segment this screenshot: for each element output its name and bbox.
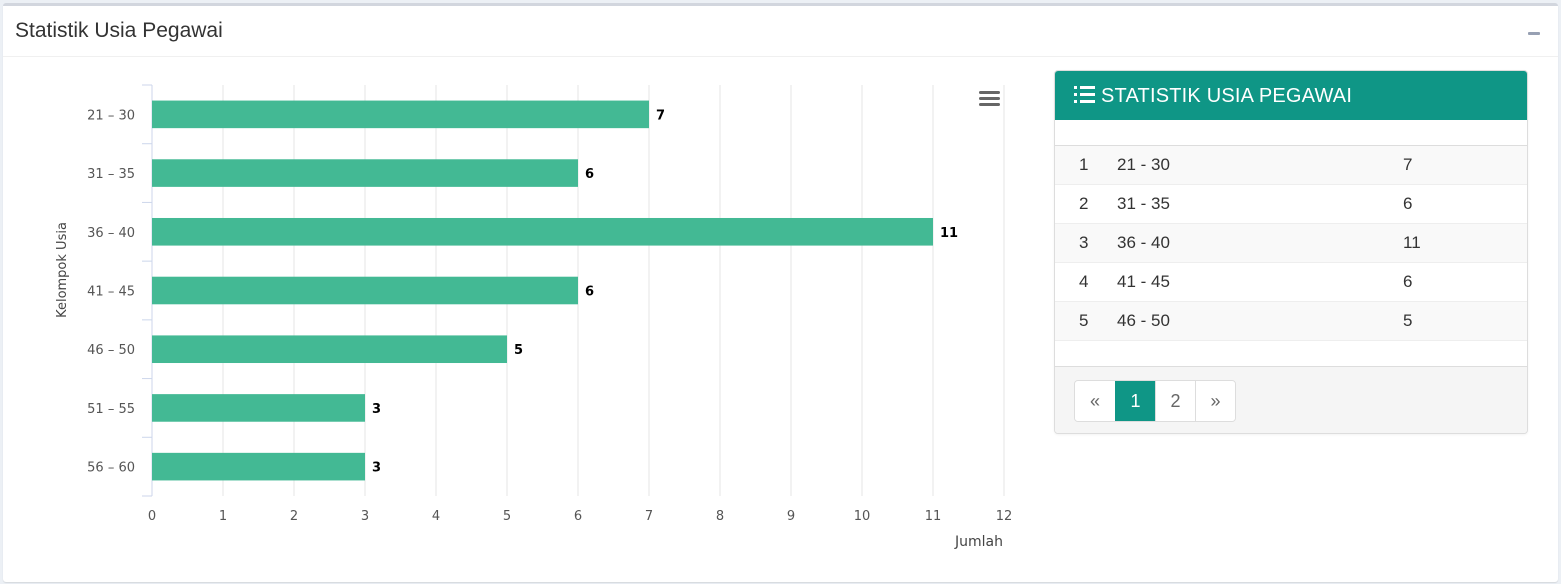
box-title: Statistik Usia Pegawai [15, 19, 223, 42]
y-tick-label: 41 – 45 [87, 285, 135, 300]
stat-panel: STATISTIK USIA PEGAWAI 1 21 - 30 7 2 31 … [1054, 70, 1528, 434]
list-ol-icon [1074, 86, 1095, 103]
y-tick-label: 31 – 35 [87, 167, 135, 182]
cell-no: 2 [1055, 184, 1117, 224]
bar-data-label: 11 [940, 226, 958, 241]
bar[interactable] [152, 452, 365, 481]
bar-data-label: 7 [656, 108, 665, 123]
cell-group: 46 - 50 [1117, 301, 1403, 341]
x-tick-label: 0 [148, 509, 156, 524]
box-header: Statistik Usia Pegawai [3, 6, 1558, 57]
cell-count: 6 [1403, 262, 1527, 302]
x-tick-label: 9 [787, 509, 795, 524]
pagination-page-1[interactable]: 1 [1115, 381, 1155, 421]
y-axis-label: Kelompok Usia [55, 222, 70, 318]
chart-x-tick-labels: 0 1 2 3 4 5 6 7 8 9 10 11 12 [148, 509, 1012, 524]
chart-grid [142, 84, 1005, 497]
cell-count: 11 [1403, 223, 1527, 263]
table-row: 2 31 - 35 6 [1055, 184, 1527, 224]
table-row: 1 21 - 30 7 [1055, 146, 1527, 185]
chart-data-labels: 7 6 11 6 5 3 3 [372, 108, 958, 475]
table-row: 3 36 - 40 11 [1055, 223, 1527, 263]
bar[interactable] [152, 100, 649, 129]
cell-no: 1 [1055, 146, 1117, 185]
stat-box: Statistik Usia Pegawai 7 6 11 6 5 3 3 21 – 30 3… [3, 3, 1558, 582]
panel-title: STATISTIK USIA PEGAWAI [1101, 85, 1353, 107]
cell-group: 36 - 40 [1117, 223, 1403, 263]
bar-chart: 7 6 11 6 5 3 3 21 – 30 31 – 35 36 – 40 41 – 45 46 … [55, 84, 1012, 550]
chart-bars [152, 100, 933, 481]
x-tick-label: 8 [716, 509, 724, 524]
cell-group: 31 - 35 [1117, 184, 1403, 224]
x-tick-label: 3 [361, 509, 369, 524]
bar[interactable] [152, 159, 578, 187]
x-tick-label: 1 [219, 509, 227, 524]
collapse-button[interactable] [1524, 20, 1544, 40]
bar-data-label: 3 [372, 461, 381, 476]
cell-no: 3 [1055, 223, 1117, 263]
stat-table: 1 21 - 30 7 2 31 - 35 6 3 36 - 40 11 4 4… [1055, 146, 1527, 341]
chart-y-tick-labels: 21 – 30 31 – 35 36 – 40 41 – 45 46 – 50 51 – … [87, 108, 135, 475]
bar-data-label: 3 [372, 402, 381, 417]
chart-menu-button[interactable] [979, 90, 1001, 110]
x-tick-label: 4 [432, 509, 440, 524]
table-row: 5 46 - 50 5 [1055, 301, 1527, 341]
bar-data-label: 6 [585, 285, 594, 300]
pagination-prev[interactable]: « [1075, 381, 1115, 421]
cell-count: 5 [1403, 301, 1527, 341]
y-tick-label: 51 – 55 [87, 402, 135, 417]
x-tick-label: 12 [996, 509, 1013, 524]
cell-no: 4 [1055, 262, 1117, 302]
x-tick-label: 6 [574, 509, 582, 524]
bar[interactable] [152, 335, 507, 364]
pagination-next[interactable]: » [1195, 381, 1235, 421]
bar-data-label: 6 [585, 167, 594, 182]
panel-footer: « 1 2 » [1055, 367, 1527, 433]
cell-no: 5 [1055, 301, 1117, 341]
y-tick-label: 56 – 60 [87, 461, 135, 476]
cell-group: 21 - 30 [1117, 146, 1403, 185]
y-tick-label: 36 – 40 [87, 226, 135, 241]
panel-heading: STATISTIK USIA PEGAWAI [1055, 71, 1527, 120]
y-tick-label: 46 – 50 [87, 343, 135, 358]
x-tick-label: 2 [290, 509, 298, 524]
x-tick-label: 11 [925, 509, 942, 524]
x-tick-label: 7 [645, 509, 653, 524]
x-axis-label: Jumlah [954, 534, 1003, 550]
bar[interactable] [152, 217, 933, 246]
bar[interactable] [152, 276, 578, 305]
x-tick-label: 5 [503, 509, 511, 524]
panel-spacer [1055, 120, 1527, 146]
cell-count: 6 [1403, 184, 1527, 224]
pagination-page-2[interactable]: 2 [1155, 381, 1195, 421]
cell-count: 7 [1403, 146, 1527, 185]
y-tick-label: 21 – 30 [87, 108, 135, 123]
cell-group: 41 - 45 [1117, 262, 1403, 302]
table-row: 4 41 - 45 6 [1055, 262, 1527, 302]
bar[interactable] [152, 394, 365, 422]
pagination: « 1 2 » [1074, 380, 1236, 422]
hamburger-icon [979, 91, 1000, 106]
bar-data-label: 5 [514, 343, 523, 358]
panel-spacer [1055, 341, 1527, 367]
minus-icon [1528, 32, 1540, 35]
x-tick-label: 10 [854, 509, 871, 524]
